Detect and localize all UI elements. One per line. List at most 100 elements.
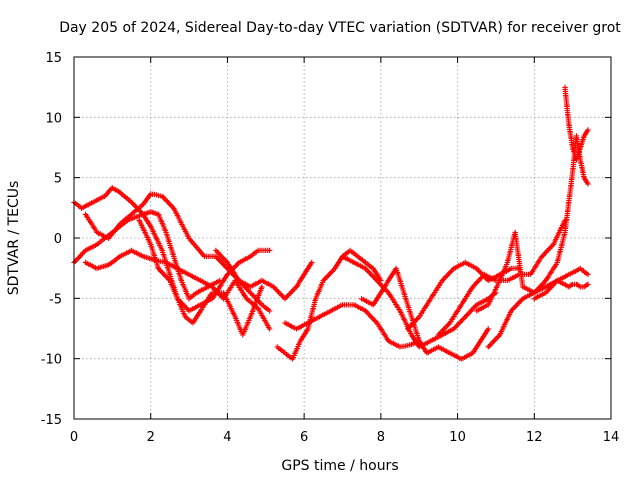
data-point: + <box>94 227 100 238</box>
data-point: + <box>213 288 219 299</box>
data-point: + <box>406 325 412 336</box>
data-point: + <box>518 270 524 281</box>
data-point: + <box>466 308 472 319</box>
data-point: + <box>230 264 236 275</box>
data-point: + <box>252 300 258 311</box>
data-point: + <box>515 251 521 262</box>
data-point: + <box>438 277 444 288</box>
series-sat-p: ++++++++++++++++++++++++++++++++++++++++… <box>562 83 591 166</box>
data-point: + <box>94 240 100 251</box>
data-point: + <box>182 226 188 237</box>
data-point: + <box>373 295 379 306</box>
data-point: + <box>194 288 200 299</box>
data-point: + <box>492 335 498 346</box>
data-point: + <box>536 291 542 302</box>
data-point: + <box>113 255 119 266</box>
data-point: + <box>561 231 567 242</box>
data-point: + <box>166 198 172 209</box>
data-point: + <box>226 268 232 279</box>
data-point: + <box>248 310 254 321</box>
data-point: + <box>551 238 557 249</box>
data-point: + <box>305 264 311 275</box>
data-point: + <box>400 284 406 295</box>
data-point: + <box>329 266 335 277</box>
data-point: + <box>550 280 556 291</box>
data-point: + <box>97 229 103 240</box>
data-point: + <box>581 282 587 293</box>
series-sat-o: +++++++++++++++++++++++++++++++++++++ <box>531 276 591 305</box>
data-point: + <box>170 279 176 290</box>
data-point: + <box>88 218 94 229</box>
data-point: + <box>554 258 560 269</box>
data-point: + <box>173 263 179 274</box>
data-point: + <box>438 331 444 342</box>
data-point: + <box>241 291 247 302</box>
data-point: + <box>288 287 294 298</box>
data-point: + <box>409 330 415 341</box>
data-point: + <box>576 265 582 276</box>
data-point: + <box>406 305 412 316</box>
data-point: + <box>306 320 312 331</box>
data-point: + <box>176 297 182 308</box>
data-point: + <box>223 291 229 302</box>
data-point: + <box>332 264 338 275</box>
data-point: + <box>532 263 538 274</box>
data-point: + <box>148 241 154 252</box>
data-point: + <box>240 330 246 341</box>
data-point: + <box>443 328 449 339</box>
data-point: + <box>217 290 223 301</box>
series-sat-e: ++++++++++++++++++++++++++++++++++++++++… <box>136 215 265 341</box>
data-point: + <box>538 290 544 301</box>
data-point: + <box>573 155 579 166</box>
data-point: + <box>568 136 574 147</box>
data-point: + <box>371 298 377 309</box>
data-point: + <box>91 241 97 252</box>
data-point: + <box>191 303 197 314</box>
data-point: + <box>444 270 450 281</box>
data-point: + <box>564 281 570 292</box>
data-point: + <box>230 308 236 319</box>
data-point: + <box>455 320 461 331</box>
data-point: + <box>207 281 213 292</box>
data-point: + <box>307 317 313 328</box>
data-point: + <box>394 266 400 277</box>
data-point: + <box>345 300 351 311</box>
data-point: + <box>265 321 271 332</box>
data-point: + <box>245 317 251 328</box>
data-point: + <box>94 264 100 275</box>
data-point: + <box>407 321 413 332</box>
data-point: + <box>126 215 132 226</box>
data-points: ++++++++++++++++++++++++++++++++++++++++… <box>71 83 591 365</box>
data-point: + <box>399 309 405 320</box>
data-point: + <box>178 303 184 314</box>
data-point: + <box>238 278 244 289</box>
data-point: + <box>166 274 172 285</box>
data-point: + <box>360 295 366 306</box>
data-point: + <box>555 256 561 267</box>
data-point: + <box>490 290 496 301</box>
data-point: + <box>172 285 178 296</box>
data-point: + <box>570 167 576 178</box>
data-point: + <box>199 249 205 260</box>
data-point: + <box>111 184 117 195</box>
data-point: + <box>331 304 337 315</box>
data-point: + <box>298 274 304 285</box>
x-tick-label: 10 <box>449 430 466 445</box>
data-point: + <box>459 259 465 270</box>
data-point: + <box>190 238 196 249</box>
data-point: + <box>188 293 194 304</box>
data-point: + <box>411 319 417 330</box>
data-point: + <box>485 324 491 335</box>
data-point: + <box>433 333 439 344</box>
x-tick-label: 14 <box>603 430 620 445</box>
data-point: + <box>215 288 221 299</box>
data-point: + <box>403 318 409 329</box>
data-point: + <box>84 201 90 212</box>
data-point: + <box>483 273 489 284</box>
data-point: + <box>150 247 156 258</box>
data-point: + <box>295 279 301 290</box>
data-point: + <box>424 338 430 349</box>
data-point: + <box>559 239 565 250</box>
data-point: + <box>470 348 476 359</box>
